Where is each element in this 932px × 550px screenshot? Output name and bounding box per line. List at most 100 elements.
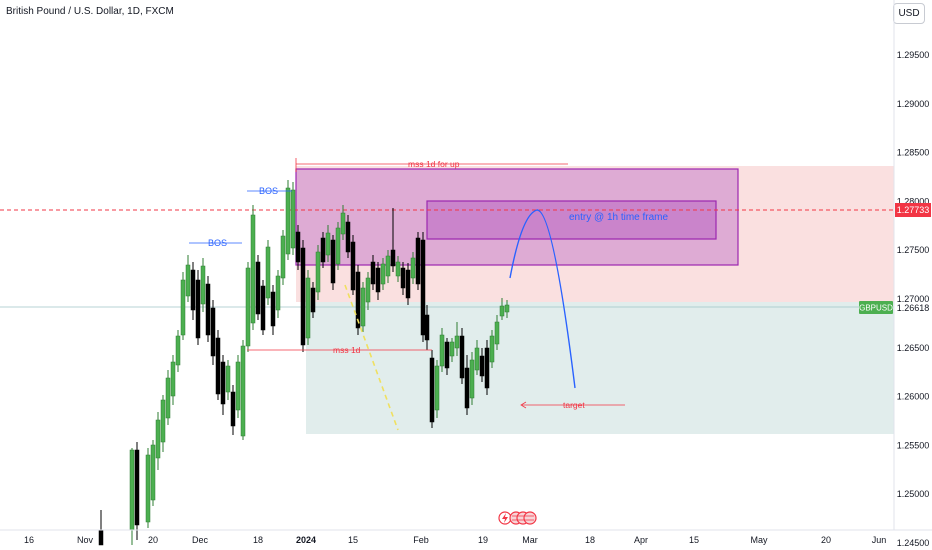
candle-down [310, 287, 316, 313]
candle-down [260, 285, 266, 331]
candle-down [300, 247, 306, 346]
candle-up [489, 335, 495, 363]
candle-up [340, 212, 346, 235]
candle-down [255, 261, 261, 315]
price-axis[interactable]: 1.29500 1.29000 1.28500 1.28000 1.27500 1.270… [897, 50, 930, 548]
candle-down [400, 267, 406, 289]
candle-up [280, 235, 286, 279]
flag-icon-3[interactable] [523, 511, 537, 525]
candle-up [250, 214, 256, 324]
time-tick-label: Nov [77, 535, 94, 545]
candle-down [210, 307, 216, 357]
candle-up [494, 321, 500, 345]
current-price-text: 1.26618 [897, 303, 930, 313]
bos-label-1: BOS [208, 238, 227, 248]
last-price-text: 1.27733 [897, 205, 930, 215]
candle-up [325, 232, 331, 256]
candle-up [305, 277, 311, 339]
candle-down [350, 241, 356, 291]
candles-group [98, 180, 510, 546]
candle-down [429, 357, 435, 423]
bos-label-2: BOS [259, 186, 278, 196]
time-tick-label: Jun [872, 535, 887, 545]
candle-up [245, 267, 251, 347]
candle-down [230, 391, 236, 427]
candle-up [474, 347, 480, 371]
time-tick-label: 20 [148, 535, 158, 545]
symbol-text: GBPUSD [859, 304, 893, 313]
candle-down [330, 239, 336, 284]
time-tick-label: 15 [348, 535, 358, 545]
yellow-dashed-path [344, 284, 399, 431]
candle-down [484, 347, 490, 389]
mss-1d-label: mss 1d [333, 345, 361, 355]
flag-stripes [512, 515, 534, 521]
candle-up [439, 334, 445, 367]
candle-up [360, 287, 366, 327]
symbol-badge [859, 301, 893, 314]
candle-down [375, 267, 381, 293]
last-price-badge [895, 203, 931, 217]
price-tick-label: 1.28000 [897, 196, 930, 206]
candle-up [265, 246, 271, 299]
candle-up [365, 277, 371, 303]
price-tick-label: 1.28500 [897, 148, 930, 158]
candle-up [469, 359, 475, 399]
candle-down [479, 355, 485, 377]
candle-down [195, 279, 201, 339]
economic-events-icons[interactable] [498, 511, 537, 525]
candle-up [155, 419, 161, 459]
candle-up [335, 227, 341, 265]
candle-up [225, 365, 231, 393]
time-tick-label: 18 [253, 535, 263, 545]
candle-up [499, 305, 505, 317]
time-tick-label: May [750, 535, 768, 545]
candle-up [395, 261, 401, 277]
time-tick-label: 20 [821, 535, 831, 545]
candle-down [295, 231, 301, 263]
time-tick-label: Mar [522, 535, 538, 545]
candle-up [434, 365, 440, 411]
candle-down [205, 283, 211, 336]
candle-up [275, 275, 281, 311]
candle-down [320, 237, 326, 263]
price-tick-label: 1.27000 [897, 294, 930, 304]
price-tick-label: 1.25500 [897, 440, 930, 450]
candle-down [420, 239, 426, 336]
mss-up-label: mss 1d for up [408, 159, 460, 169]
candle-up [449, 341, 455, 357]
candle-up [170, 361, 176, 397]
candle-up [315, 251, 321, 293]
price-tick-label: 1.27500 [897, 245, 930, 255]
candle-down [190, 269, 196, 311]
candle-up [165, 377, 171, 419]
candle-down [390, 249, 396, 267]
candle-up [240, 345, 246, 437]
entry-label: entry @ 1h time frame [569, 212, 669, 223]
time-tick-label: Apr [634, 535, 648, 545]
projected-blue-curve [509, 209, 576, 389]
time-tick-label: Dec [192, 535, 209, 545]
candle-up [175, 335, 181, 366]
candle-up [180, 279, 186, 336]
time-tick-label: Feb [413, 535, 429, 545]
candle-down [220, 361, 226, 405]
time-tick-label: 18 [585, 535, 595, 545]
chart-title: British Pound / U.S. Dollar, 1D, FXCM [6, 6, 174, 17]
price-tick-label: 1.26500 [897, 343, 930, 353]
candle-down [415, 237, 421, 285]
price-tick-label: 1.25000 [897, 489, 930, 499]
candle-up [185, 264, 191, 297]
candle-down [424, 314, 430, 341]
candle-up [290, 189, 296, 249]
candle-down [370, 261, 376, 285]
candle-down [405, 269, 411, 299]
candle-down [355, 271, 361, 329]
time-axis[interactable]: 16 Nov 20 Dec 18 2024 15 Feb 19 Mar 18 Apr 15 May 20 Ju… [24, 535, 886, 545]
candle-down [464, 367, 470, 409]
supply-zone-inner [426, 200, 717, 240]
candle-up [285, 187, 291, 255]
candle-down [134, 449, 140, 526]
price-tick-label: 1.29500 [897, 50, 930, 60]
